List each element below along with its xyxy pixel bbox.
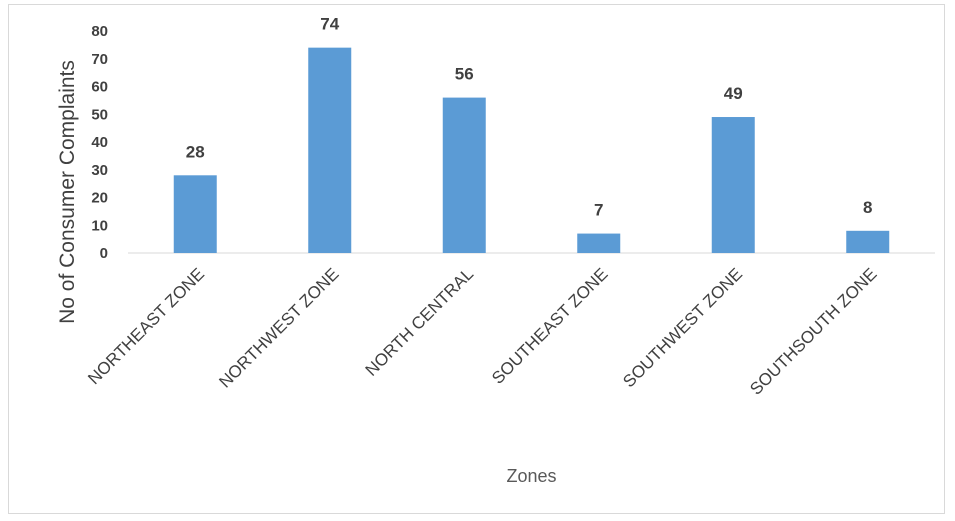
data-label: 74 — [320, 15, 339, 34]
category-labels: NORTHEAST ZONE NORTHWEST ZONE NORTH CENTRA… — [84, 264, 880, 398]
category-label: NORTHEAST ZONE — [84, 264, 208, 388]
y-tick-label: 80 — [91, 23, 108, 40]
y-axis-title: No of Consumer Complaints — [56, 60, 79, 324]
category-label: NORTHWEST ZONE — [215, 264, 342, 391]
y-tick-label: 60 — [91, 79, 108, 96]
bar — [846, 230, 890, 253]
y-tick-label: 30 — [91, 162, 108, 179]
y-tick-label: 70 — [91, 51, 108, 68]
category-label: SOUTHEAST ZONE — [488, 264, 611, 387]
bar — [173, 175, 217, 253]
y-tick-label: 10 — [91, 217, 108, 234]
bar — [711, 117, 755, 254]
data-label: 49 — [724, 84, 743, 103]
data-label: 7 — [594, 201, 603, 220]
category-label: SOUTHSOUTH ZONE — [746, 264, 880, 398]
data-labels: 28 74 56 7 49 8 — [186, 15, 873, 220]
y-axis-ticks: 0 10 20 30 40 50 60 70 80 — [91, 23, 108, 262]
data-label: 56 — [455, 65, 474, 84]
bars — [173, 47, 890, 254]
x-axis-title: Zones — [506, 466, 556, 486]
y-tick-label: 40 — [91, 134, 108, 151]
category-label: NORTH CENTRAL — [362, 264, 477, 379]
y-tick-label: 20 — [91, 190, 108, 207]
y-tick-label: 50 — [91, 106, 108, 123]
bar — [577, 233, 621, 253]
category-label: SOUTHWEST ZONE — [619, 264, 746, 391]
bar — [308, 47, 352, 254]
chart-area — [8, 4, 945, 514]
bar — [442, 97, 486, 253]
y-tick-label: 0 — [100, 245, 108, 262]
data-label: 8 — [863, 198, 872, 217]
data-label: 28 — [186, 142, 205, 161]
